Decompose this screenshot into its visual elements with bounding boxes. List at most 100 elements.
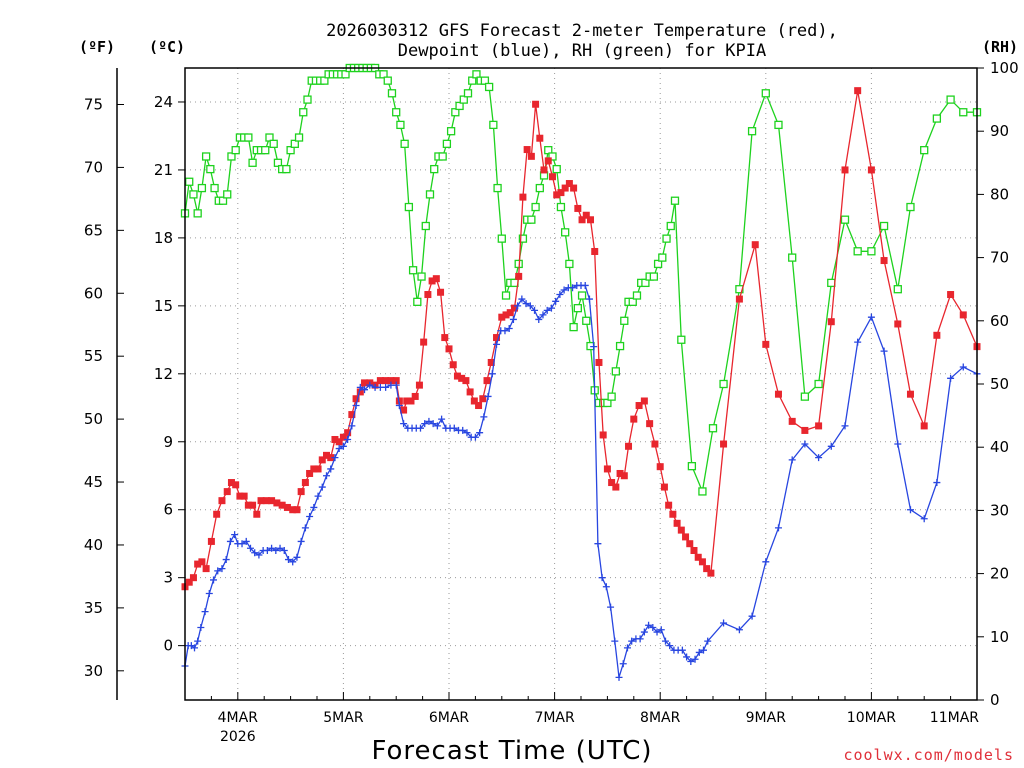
rh-point (480, 76, 490, 85)
dewpoint-point (222, 556, 230, 564)
dewpoint-point (645, 621, 653, 629)
rh-tick-label: 80 (990, 185, 1009, 203)
temperature-point (249, 501, 257, 509)
dewpoint-point (459, 426, 467, 434)
dewpoint-point (297, 537, 305, 545)
rh-point (189, 190, 198, 199)
fahrenheit-tick-label: 70 (84, 158, 103, 176)
rh-point (666, 221, 675, 231)
rh-point (408, 266, 418, 275)
chart-title-line2: Dewpoint (blue), RH (green) for KPIA (398, 41, 766, 61)
rh-point (893, 285, 902, 294)
fahrenheit-tick-label: 50 (84, 410, 103, 428)
dewpoint-point (628, 637, 636, 645)
temperature-point (694, 553, 702, 561)
fahrenheit-tick-label: 60 (84, 284, 103, 302)
dewpoint-point (959, 363, 967, 371)
celsius-tick-label: 0 (163, 637, 173, 655)
rh-point (223, 190, 232, 199)
rh-point (946, 95, 955, 104)
rh-point (392, 108, 401, 117)
x-axis-ticks: 4MAR 2026 5MAR 6MAR 7MAR 8MAR 9MAR 10MAR 11MAR (184, 692, 979, 745)
dewpoint-point (201, 608, 209, 616)
temperature-point (561, 184, 569, 192)
dewpoint-point (505, 325, 513, 333)
temperature-point (306, 469, 314, 477)
temperature-point (262, 497, 270, 505)
dewpoint-point (649, 624, 657, 632)
dewpoint-point (310, 503, 318, 511)
dewpoint-point (226, 537, 234, 545)
rh-point (920, 146, 929, 155)
temperature-point (523, 146, 531, 154)
temperature-point (544, 157, 552, 165)
temperature-point (574, 204, 582, 212)
dewpoint-point (335, 445, 343, 453)
temperature-point (344, 429, 352, 437)
rh-point (653, 259, 663, 269)
rh-point (687, 462, 697, 471)
temperature-point (510, 304, 518, 312)
rh-point (544, 146, 553, 155)
rh-point (273, 158, 283, 167)
rh-point (265, 133, 274, 142)
temperature-point (582, 211, 590, 219)
temperature-point (635, 402, 643, 410)
credit-link[interactable]: coolwx.com/models (843, 746, 1014, 764)
dewpoint-point (906, 506, 914, 514)
temperature-point (527, 152, 535, 160)
dewpoint-point (361, 386, 369, 394)
rh-point (320, 76, 329, 85)
dewpoint-point (531, 306, 539, 314)
dewpoint-point (547, 304, 555, 312)
rh-point (417, 272, 426, 281)
temperature-point (690, 546, 698, 554)
temperature-point (515, 272, 523, 280)
dewpoint-point (695, 648, 703, 656)
rh-point (959, 108, 968, 117)
dewpoint-point (522, 300, 530, 308)
rh-point (677, 335, 686, 344)
dewpoint-point (815, 454, 823, 462)
temperature-point (449, 361, 457, 369)
rh-point (404, 202, 414, 212)
dewpoint-point (395, 402, 403, 410)
temperature-point (218, 497, 226, 505)
rh-point (628, 297, 637, 306)
dewpoint-point (231, 531, 239, 539)
temperature-point (293, 506, 301, 514)
dewpoint-point (699, 646, 707, 654)
dewpoint-point (514, 302, 522, 310)
rh-point (231, 146, 240, 155)
temperature-point (232, 481, 240, 489)
rh-point (396, 120, 405, 130)
dewpoint-point (429, 420, 437, 428)
dewpoint-point (526, 302, 534, 310)
temperature-point (565, 180, 573, 188)
rh-tick-label: 0 (990, 691, 1000, 709)
temperature-point (548, 173, 556, 181)
temperature-point (933, 331, 941, 339)
rh-tick-label: 90 (990, 122, 1009, 140)
temperature-point (236, 492, 244, 500)
temperature-point (920, 422, 928, 430)
dewpoint-point (774, 524, 782, 532)
dewpoint-point (854, 338, 862, 346)
fahrenheit-unit-label: (ºF) (79, 38, 115, 56)
rh-point (867, 247, 876, 256)
dewpoint-point (205, 590, 213, 598)
rh-point (497, 234, 506, 243)
dewpoint-point (238, 540, 246, 548)
rh-tick-label: 20 (990, 565, 1009, 583)
temperature-point (595, 358, 603, 366)
dewpoint-point (619, 660, 627, 668)
temperature-point (854, 87, 862, 95)
rh-point (561, 228, 570, 237)
rh-point (303, 95, 312, 104)
dewpoint-point (762, 558, 770, 566)
rh-point (747, 127, 757, 136)
temperature-point (682, 533, 690, 541)
temperature-point (223, 488, 231, 496)
dewpoint-point (552, 297, 560, 305)
x-tick-label: 7MAR (534, 710, 575, 726)
